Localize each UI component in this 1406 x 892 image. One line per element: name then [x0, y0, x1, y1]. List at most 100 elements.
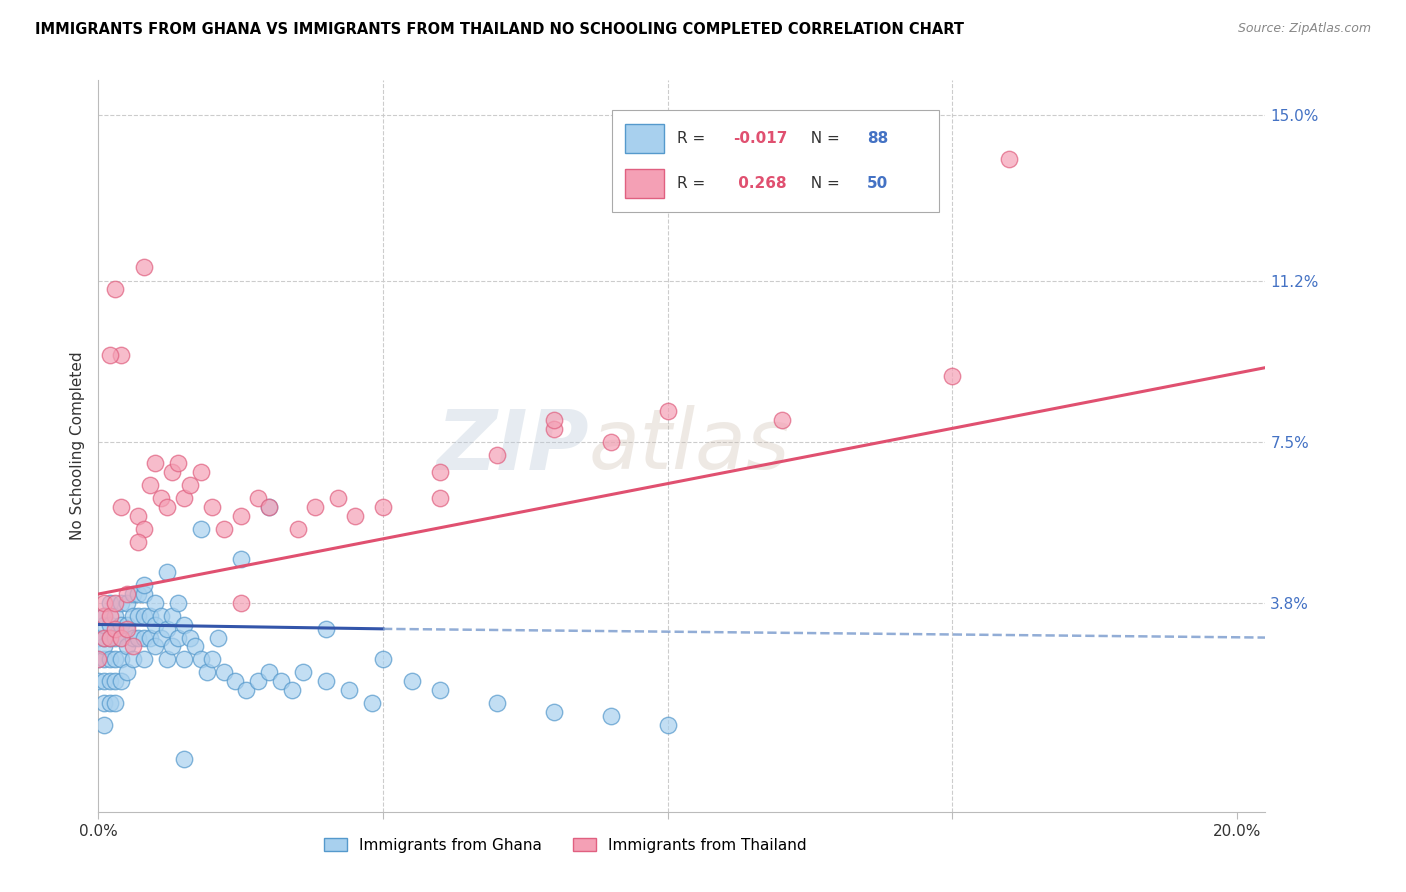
Point — [599, 709, 621, 723]
Point — [93, 640, 115, 654]
Point — [93, 717, 115, 731]
Point — [143, 617, 166, 632]
Point — [93, 696, 115, 710]
Point — [110, 500, 132, 514]
Point — [115, 587, 138, 601]
Point — [138, 631, 160, 645]
Point — [132, 522, 155, 536]
Point — [315, 622, 337, 636]
Point — [110, 348, 132, 362]
Point — [190, 522, 212, 536]
Point — [87, 674, 110, 689]
Point — [224, 674, 246, 689]
Point — [207, 631, 229, 645]
Point — [143, 457, 166, 471]
Point — [229, 596, 252, 610]
Point — [104, 674, 127, 689]
Point — [543, 413, 565, 427]
Point — [93, 631, 115, 645]
Point — [150, 631, 173, 645]
Point — [304, 500, 326, 514]
Point — [110, 652, 132, 666]
Point — [115, 596, 138, 610]
Point — [257, 500, 280, 514]
Point — [104, 696, 127, 710]
Point — [770, 413, 793, 427]
Point — [229, 508, 252, 523]
Point — [104, 652, 127, 666]
Point — [98, 631, 121, 645]
Point — [485, 696, 508, 710]
Point — [235, 682, 257, 697]
Point — [212, 522, 235, 536]
Point — [156, 652, 179, 666]
Point — [401, 674, 423, 689]
Point — [292, 665, 315, 680]
Point — [98, 596, 121, 610]
Point — [93, 608, 115, 623]
Point — [429, 465, 451, 479]
Point — [270, 674, 292, 689]
Point — [127, 587, 149, 601]
Point — [87, 652, 110, 666]
Point — [287, 522, 309, 536]
Point — [190, 465, 212, 479]
Point — [87, 652, 110, 666]
Point — [98, 652, 121, 666]
Point — [104, 622, 127, 636]
Point — [343, 508, 366, 523]
Point — [121, 652, 143, 666]
Point — [179, 631, 201, 645]
Point — [429, 682, 451, 697]
Point — [162, 640, 184, 654]
Point — [93, 674, 115, 689]
Point — [132, 578, 155, 592]
Point — [998, 152, 1021, 166]
Point — [337, 682, 360, 697]
Point — [156, 622, 179, 636]
Point — [173, 491, 195, 506]
Point — [281, 682, 304, 697]
Point — [98, 674, 121, 689]
Point — [543, 705, 565, 719]
Text: Source: ZipAtlas.com: Source: ZipAtlas.com — [1237, 22, 1371, 36]
Point — [657, 717, 679, 731]
Point — [201, 500, 224, 514]
Point — [326, 491, 349, 506]
Point — [115, 665, 138, 680]
Point — [167, 631, 190, 645]
Point — [98, 348, 121, 362]
Point — [360, 696, 382, 710]
Point — [143, 596, 166, 610]
Point — [98, 631, 121, 645]
Point — [132, 608, 155, 623]
Point — [212, 665, 235, 680]
Point — [104, 596, 127, 610]
Point — [127, 608, 149, 623]
Point — [121, 640, 143, 654]
Point — [156, 566, 179, 580]
Point — [87, 631, 110, 645]
Point — [246, 491, 269, 506]
Point — [127, 631, 149, 645]
Point — [115, 640, 138, 654]
Point — [132, 260, 155, 275]
Point — [485, 448, 508, 462]
Point — [941, 369, 963, 384]
Point — [371, 500, 394, 514]
Point — [93, 617, 115, 632]
Point — [138, 608, 160, 623]
Point — [132, 631, 155, 645]
Point — [429, 491, 451, 506]
Point — [173, 617, 195, 632]
Point — [93, 596, 115, 610]
Point — [104, 631, 127, 645]
Point — [599, 434, 621, 449]
Point — [173, 752, 195, 766]
Text: atlas: atlas — [589, 406, 790, 486]
Point — [229, 552, 252, 566]
Point — [156, 500, 179, 514]
Point — [246, 674, 269, 689]
Point — [657, 404, 679, 418]
Point — [93, 631, 115, 645]
